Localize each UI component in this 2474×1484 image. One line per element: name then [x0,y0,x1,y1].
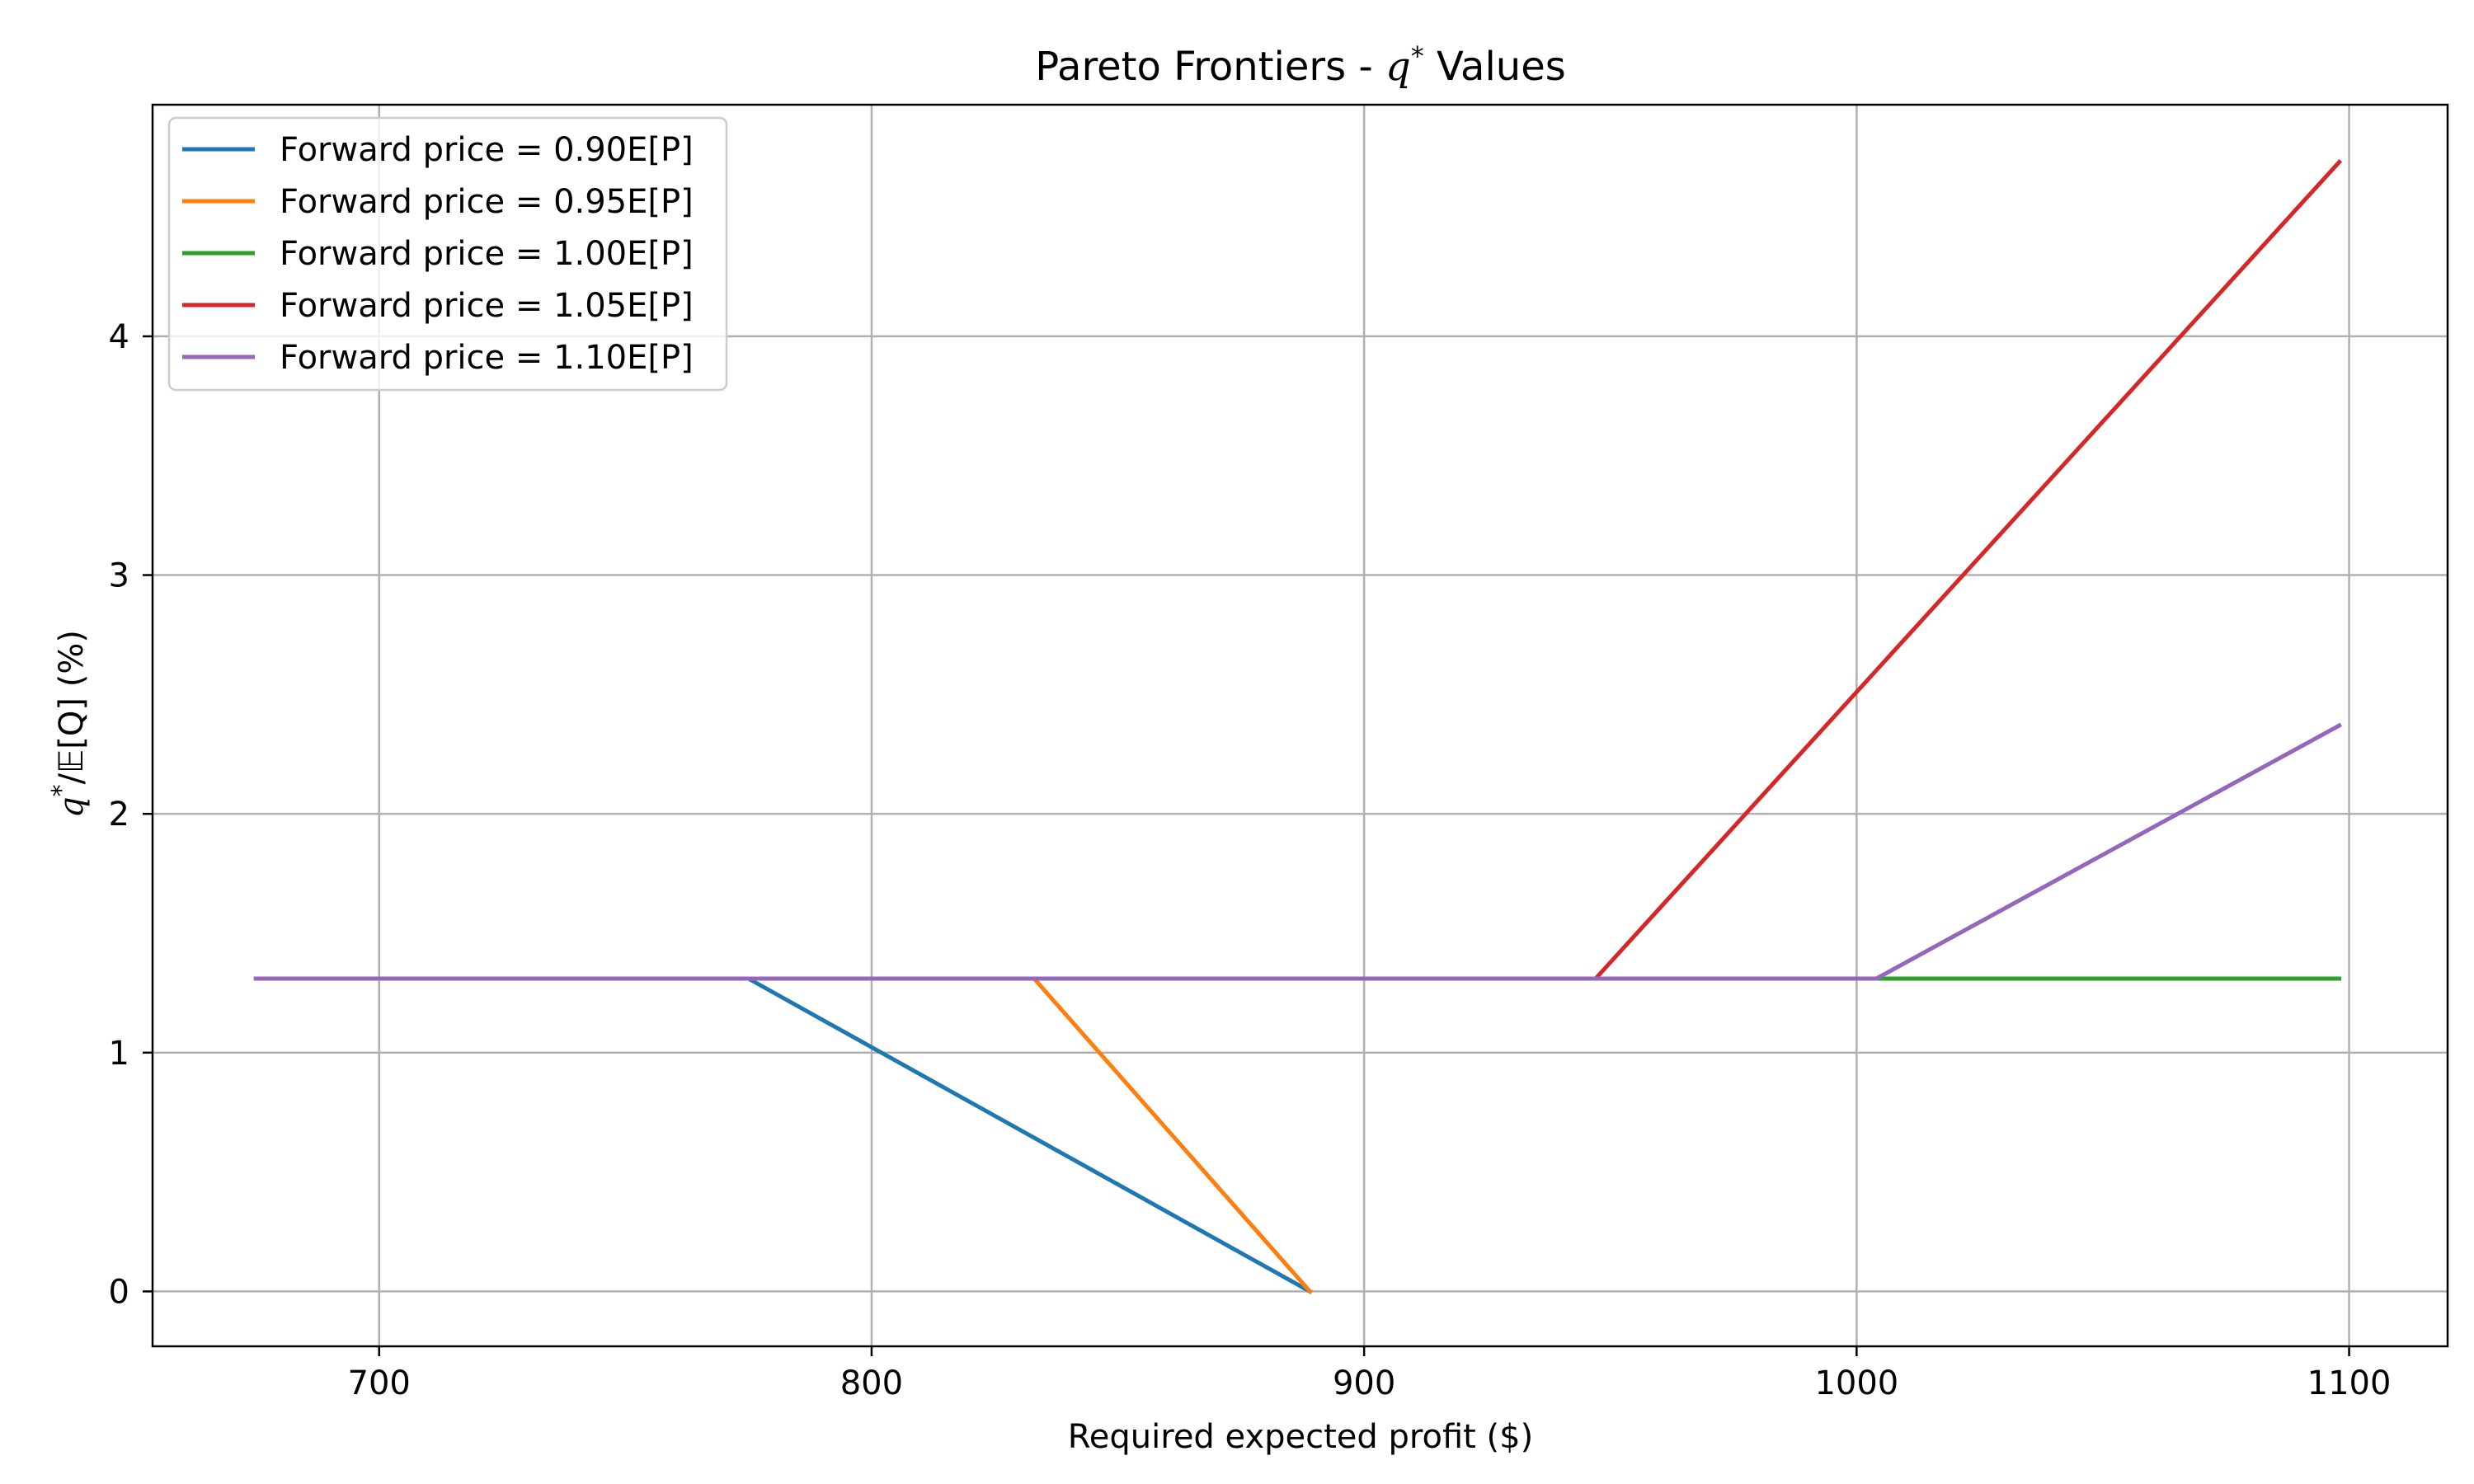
y-axis: 0 1 2 3 4 [109,318,153,1311]
series-layer [253,158,2343,1294]
series-line-5 [253,722,2342,981]
y-tick-label: 2 [109,796,129,834]
legend-label-3: Forward price = 1.00E[P] [280,235,694,273]
x-tick-label: 1000 [1814,1364,1898,1402]
plot-frame [151,103,2449,1348]
chart-title-prefix: Pareto Frontiers - [1035,44,1385,90]
x-tick-label: 1100 [2307,1364,2392,1402]
legend-label-2: Forward price = 0.95E[P] [280,183,694,221]
chart-title-var: q [1385,44,1411,90]
y-tick-label: 3 [109,557,129,595]
legend: Forward price = 0.90E[P] Forward price = … [167,116,728,392]
y-axis-title-var: q [53,796,91,818]
y-axis-title-rest: /𝔼[Q] (%) [53,630,91,784]
y-axis-title: q*/𝔼[Q] (%) [47,630,91,818]
y-tick-label: 1 [109,1035,129,1073]
legend-label-4: Forward price = 1.05E[P] [280,287,694,325]
y-tick-label: 0 [109,1273,129,1311]
x-tick-label: 800 [840,1364,903,1402]
y-tick-label: 4 [109,318,129,356]
chart-title-suffix: Values [1424,44,1566,90]
chart-title: Pareto Frontiers - q* Values [1035,40,1566,90]
legend-box [167,116,728,392]
x-tick-label: 900 [1333,1364,1395,1402]
chart-title-sup: * [1411,40,1424,72]
grid-layer [153,105,2448,1346]
x-tick-label: 700 [348,1364,411,1402]
x-axis-title: Required expected profit ($) [1068,1418,1533,1456]
y-axis-title-sup: * [47,784,76,796]
x-axis: 700 800 900 1000 1100 [348,1346,2392,1402]
legend-label-5: Forward price = 1.10E[P] [280,339,694,377]
legend-label-1: Forward price = 0.90E[P] [280,131,694,169]
